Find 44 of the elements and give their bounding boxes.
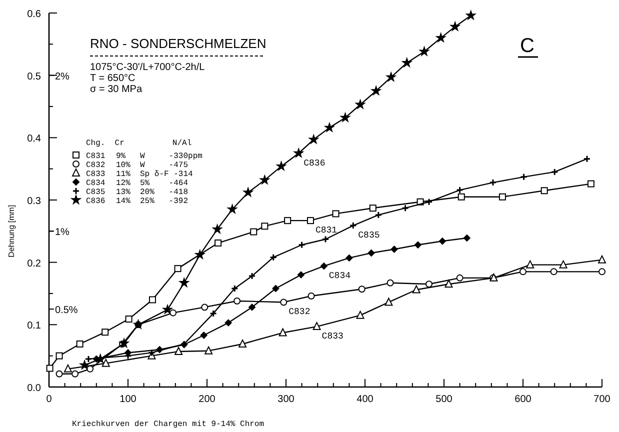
y-tick-label: 0.2 [27,258,42,270]
annotation: C834 [328,271,351,282]
x-tick-label: 300 [278,394,295,405]
x-tick-label: 500 [436,394,453,405]
annotation: 13% 20% -418 [116,188,188,197]
annotation: Chg. Cr N/Al [86,139,192,148]
y-tick-label: 0.0 [27,383,42,394]
y-tick-label: 0.6 [27,9,42,20]
x-tick-label: 700 [594,394,611,405]
legend-label: C832 [86,161,106,170]
y-tick-label: 0.4 [27,134,42,145]
legend-label: C833 [86,170,106,179]
annotation: 1075°C-30'/L+700°C-2h/L [90,62,206,73]
legend-label: C831 [86,152,106,161]
y-axis-title: Dehnung [mm] [7,204,16,258]
annotation: 14% 25% -392 [116,197,188,206]
text: RNO - SONDERSCHMELZEN [90,36,266,51]
x-tick-label: 200 [198,394,216,405]
text: C [520,35,534,57]
annotation: T = 650°C [90,73,136,84]
annotation: C835 [358,230,380,241]
annotation: σ = 30 MPa [90,84,142,95]
x-tick-label: 0 [46,394,52,405]
y-tick-label: 0.3 [27,196,42,207]
annotation: 12% 5% -464 [116,179,188,188]
legend-label: C834 [86,179,106,188]
legend-label: C835 [86,188,106,197]
x-tick-label: 100 [120,394,137,405]
y-tick-label: 0.1 [27,320,42,332]
annotation: 10% W -475 [116,161,188,170]
annotation: 9% W -330ppm [116,152,203,161]
annotation: C831 [315,226,338,236]
y2-tick-label: 2% [55,71,70,82]
y2-tick-label: 1% [55,227,70,238]
x-axis-title: Kriechkurven der Chargen mit 9-14% Chrom [72,420,264,429]
y-tick-label: 0.5 [27,71,42,82]
x-tick-label: 600 [514,394,532,405]
y2-tick-label: 0.5% [55,305,78,316]
x-tick-label: 400 [356,394,374,405]
annotation: C833 [322,332,344,342]
annotation: C836 [304,158,326,168]
annotation: 11% Sp δ-F -314 [116,170,194,179]
legend-label: C836 [86,197,106,206]
annotation: C832 [288,307,310,318]
